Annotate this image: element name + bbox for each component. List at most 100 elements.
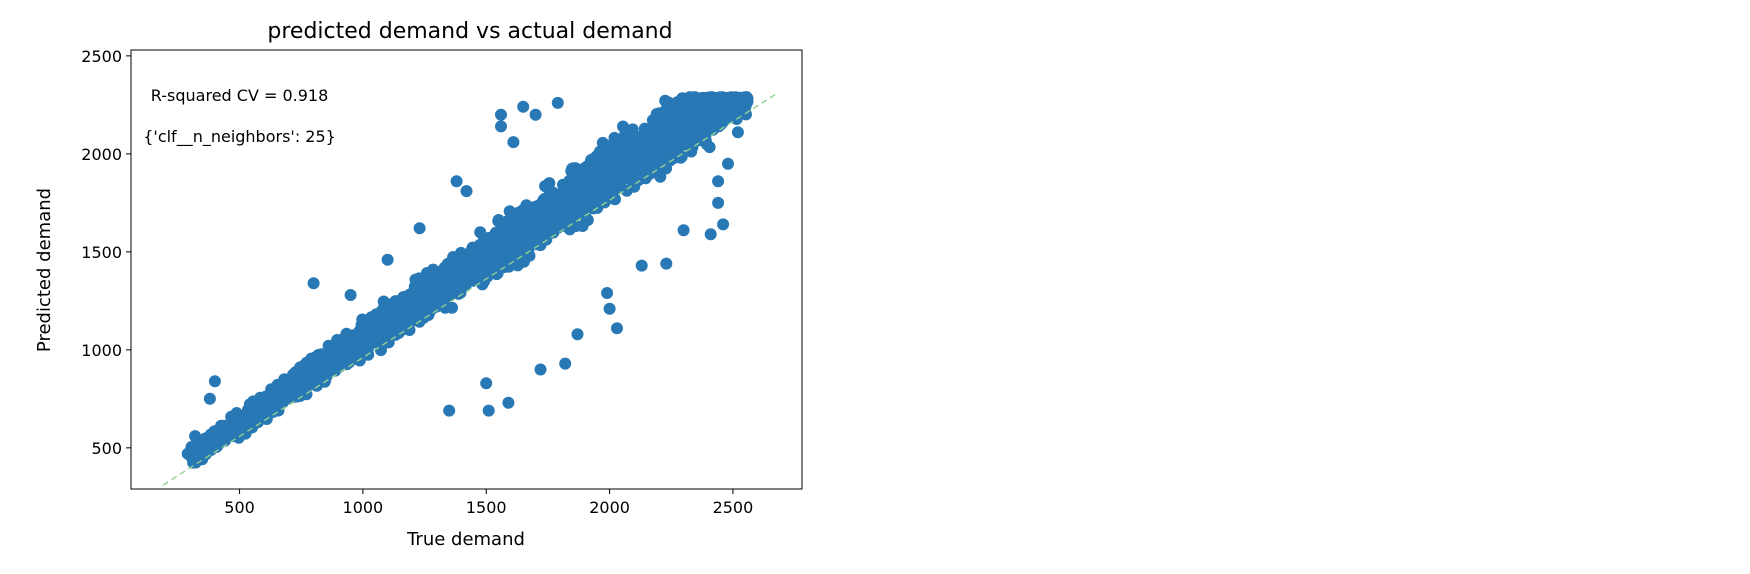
scatter-point xyxy=(346,329,359,342)
scatter-point xyxy=(500,223,513,236)
scatter-point xyxy=(499,233,512,246)
scatter-point xyxy=(210,437,223,450)
scatter-point xyxy=(702,93,715,106)
scatter-point xyxy=(442,285,454,298)
scatter-point xyxy=(545,223,558,236)
scatter-point xyxy=(507,136,520,149)
scatter-point xyxy=(201,439,214,452)
scatter-point xyxy=(581,214,594,226)
scatter-point xyxy=(421,267,433,279)
scatter-point xyxy=(461,262,474,275)
scatter-point xyxy=(543,177,556,190)
scatter-point xyxy=(286,389,299,402)
reference-line xyxy=(162,92,778,486)
scatter-point xyxy=(443,404,456,417)
scatter-point xyxy=(475,264,487,276)
scatter-point xyxy=(726,98,739,111)
x-tick-label: 2000 xyxy=(589,498,630,517)
scatter-point xyxy=(603,302,616,315)
scatter-point xyxy=(531,236,544,249)
scatter-point xyxy=(546,198,559,211)
scatter-point xyxy=(551,96,564,109)
scatter-point xyxy=(640,129,652,142)
scatter-point xyxy=(571,328,584,341)
scatter-point xyxy=(392,305,405,318)
scatter-point xyxy=(255,401,267,414)
scatter-point xyxy=(671,96,684,109)
scatter-point xyxy=(307,370,320,383)
scatter-point xyxy=(529,108,542,121)
scatter-point xyxy=(652,150,665,163)
scatter-point xyxy=(269,382,282,395)
scatter-point xyxy=(585,174,598,187)
scatter-point xyxy=(717,218,730,231)
scatter-point xyxy=(625,142,638,155)
y-tick-label: 1000 xyxy=(81,341,122,360)
scatter-point xyxy=(456,250,469,263)
x-axis-label: True demand xyxy=(406,529,525,550)
scatter-point xyxy=(721,110,734,123)
scatter-point xyxy=(373,330,386,343)
scatter-point xyxy=(527,214,540,227)
data-points xyxy=(181,91,754,469)
scatter-point xyxy=(649,128,662,141)
scatter-point xyxy=(617,120,629,133)
scatter-point xyxy=(610,154,623,167)
scatter-point xyxy=(482,404,495,417)
scatter-point xyxy=(686,122,699,135)
y-tick-label: 2000 xyxy=(81,145,122,164)
scatter-point xyxy=(243,407,256,420)
scatter-point xyxy=(739,100,752,113)
scatter-point xyxy=(579,193,592,206)
scatter-point xyxy=(402,316,415,329)
scatter-point xyxy=(649,114,662,127)
scatter-point xyxy=(637,139,650,152)
scatter-point xyxy=(395,324,407,337)
scatter-point xyxy=(307,277,320,290)
scatter-point xyxy=(731,126,744,139)
x-tick-label: 1500 xyxy=(466,498,507,517)
scatter-point xyxy=(722,157,734,170)
scatter-point xyxy=(353,354,366,367)
scatter-point xyxy=(422,291,435,304)
scatter-point xyxy=(675,150,688,163)
scatter-point xyxy=(677,224,690,237)
scatter-point xyxy=(306,357,319,370)
scatter-point xyxy=(692,134,705,147)
scatter-point xyxy=(381,253,394,266)
x-tick-label: 500 xyxy=(224,498,255,517)
scatter-point xyxy=(691,109,704,121)
scatter-point xyxy=(601,184,614,197)
scatter-point xyxy=(495,108,507,121)
scatter-point xyxy=(446,301,458,314)
scatter-point xyxy=(333,356,346,369)
scatter-point xyxy=(515,240,528,252)
scatter-point xyxy=(661,132,674,145)
scatter-point xyxy=(495,120,507,133)
scatter-point xyxy=(334,336,347,349)
scatter-point xyxy=(715,94,728,107)
scatter-point xyxy=(680,92,693,105)
scatter-point xyxy=(437,269,450,282)
scatter-point xyxy=(664,141,676,154)
scatter-point xyxy=(316,348,328,361)
y-tick-label: 1500 xyxy=(81,243,122,262)
scatter-point xyxy=(712,196,725,209)
scatter-point xyxy=(701,124,714,137)
scatter-point xyxy=(502,396,515,409)
scatter-point xyxy=(566,162,579,175)
scatter-point xyxy=(514,212,527,225)
annotation-r-squared: R-squared CV = 0.918 xyxy=(151,86,329,105)
scatter-point xyxy=(447,255,460,268)
scatter-point xyxy=(704,228,717,241)
scatter-point xyxy=(516,222,528,235)
scatter-point xyxy=(534,363,547,376)
y-tick-label: 2500 xyxy=(81,47,122,66)
scatter-point xyxy=(619,167,632,180)
chart-title: predicted demand vs actual demand xyxy=(267,19,672,44)
scatter-point xyxy=(220,422,233,434)
scatter-point xyxy=(409,273,422,286)
scatter-point xyxy=(635,259,648,272)
plot-frame xyxy=(130,49,803,490)
